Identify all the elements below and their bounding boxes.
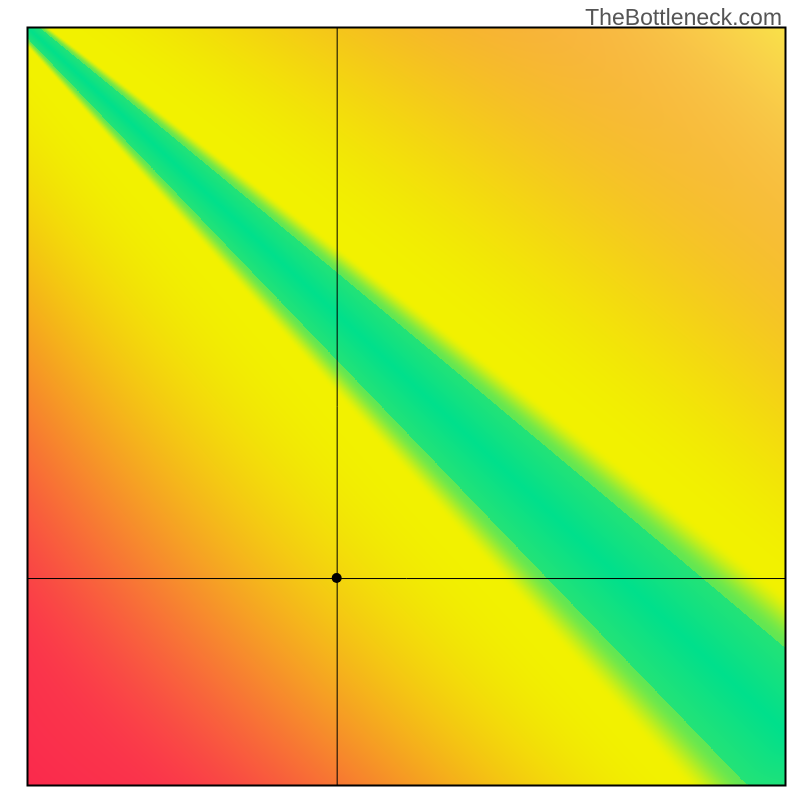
chart-container: TheBottleneck.com [0, 0, 800, 800]
bottleneck-heatmap [0, 0, 800, 800]
watermark-text: TheBottleneck.com [585, 4, 782, 31]
